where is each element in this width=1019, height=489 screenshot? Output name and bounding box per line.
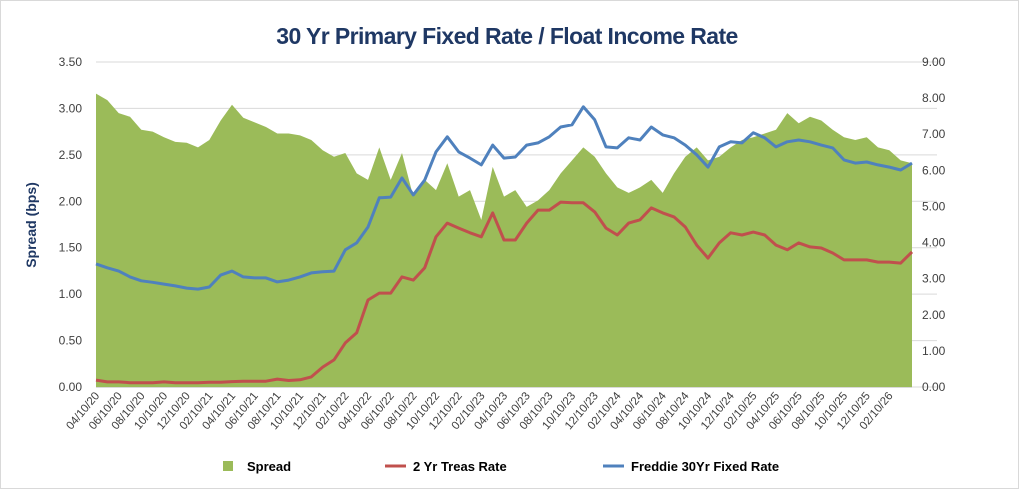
legend-label-2yr-treas: 2 Yr Treas Rate [413,459,507,474]
chart-title: 30 Yr Primary Fixed Rate / Float Income … [276,23,737,49]
y-axis-label-left: Spread (bps) [23,182,39,268]
y-tick-left: 1.50 [59,241,83,255]
y-tick-left: 1.00 [59,287,83,301]
y-tick-right: 5.00 [922,199,946,213]
y-tick-right: 2.00 [922,308,946,322]
y-tick-left: 0.50 [59,334,83,348]
y-tick-left: 3.50 [59,55,83,69]
legend-swatch-spread [223,461,233,471]
y-tick-right: 0.00 [922,380,946,394]
legend-label-spread: Spread [247,459,291,474]
line-series-group [95,105,914,385]
y-tick-right: 1.00 [922,344,946,358]
y-tick-right: 3.00 [922,272,946,286]
y-tick-left: 2.50 [59,148,83,162]
y-tick-right: 9.00 [922,55,946,69]
freddie-30yr-line [95,105,913,291]
x-axis: 04/10/2006/10/2008/10/2010/10/2012/10/20… [64,387,912,432]
y-tick-right: 8.00 [922,91,946,105]
y-tick-left: 2.00 [59,194,83,208]
y-axis-right: 0.00 1.00 2.00 3.00 4.00 5.00 6.00 7.00 8.00 9.00 [922,55,946,394]
legend-label-freddie-30yr: Freddie 30Yr Fixed Rate [631,459,779,474]
legend: Spread 2 Yr Treas Rate Freddie 30Yr Fixe… [223,459,779,474]
y-tick-right: 4.00 [922,236,946,250]
y-tick-right: 6.00 [922,163,946,177]
y-tick-left: 3.00 [59,101,83,115]
y-tick-right: 7.00 [922,127,946,141]
y-tick-left: 0.00 [59,380,83,394]
treas-2yr-line [95,200,914,385]
y-axis-left: 0.00 0.50 1.00 1.50 2.00 2.50 3.00 3.50 [59,55,83,394]
